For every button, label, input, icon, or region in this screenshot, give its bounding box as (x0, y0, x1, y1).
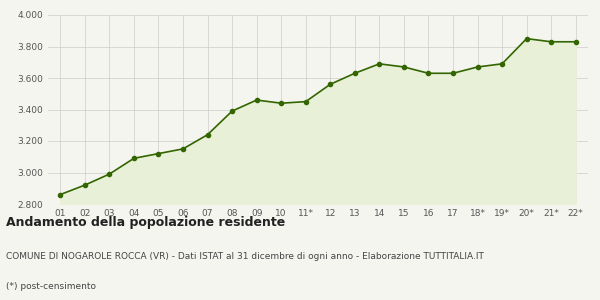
Text: Andamento della popolazione residente: Andamento della popolazione residente (6, 216, 285, 229)
Text: (*) post-censimento: (*) post-censimento (6, 282, 96, 291)
Text: COMUNE DI NOGAROLE ROCCA (VR) - Dati ISTAT al 31 dicembre di ogni anno - Elabora: COMUNE DI NOGAROLE ROCCA (VR) - Dati IST… (6, 252, 484, 261)
